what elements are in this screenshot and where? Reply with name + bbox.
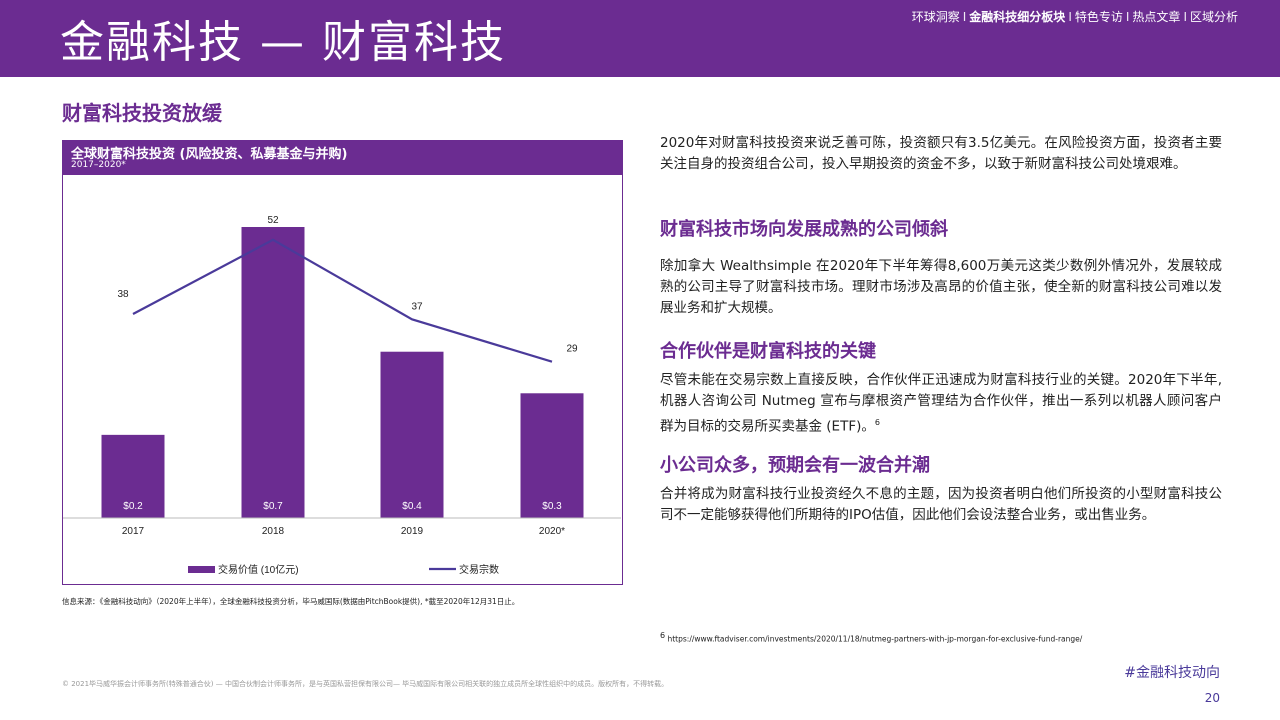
deal-count-line [132, 238, 553, 363]
bar-2019 [380, 351, 444, 518]
subheading-partnerships: 合作伙伴是财富科技的关键 [660, 341, 876, 362]
bar-value-label: $0.4 [402, 501, 422, 512]
mature-companies-text: 除加拿大 Wealthsimple 在2020年下半年筹得8,600万美元这类少… [660, 258, 1222, 316]
nav-separator: I [1183, 9, 1187, 24]
consolidation-text: 合并将成为财富科技行业投资经久不息的主题，因为投资者明白他们所投资的小型财富科技… [660, 486, 1222, 523]
nav-separator: I [962, 9, 967, 24]
footnote: 6 https://www.ftadviser.com/investments/… [660, 631, 1082, 644]
bar-2017 [101, 434, 165, 518]
paragraph-partnerships: 尽管未能在交易宗数上直接反映，合作伙伴正迅速成为财富科技行业的关键。2020年下… [660, 370, 1222, 438]
header-bar: 金融科技 — 财富科技 环球洞察 I 金融科技细分板块 I 特色专访 I 热点文… [0, 0, 1280, 77]
line-value-label: 37 [411, 301, 423, 312]
bar-2018 [241, 227, 305, 518]
nav-item-hot-articles[interactable]: 热点文章 [1132, 10, 1181, 24]
bar-value-label: $0.2 [123, 501, 143, 512]
x-tick-label: 2019 [401, 526, 424, 537]
top-nav: 环球洞察 I 金融科技细分板块 I 特色专访 I 热点文章 I 区域分析 [912, 8, 1238, 25]
line-value-label: 29 [566, 344, 578, 355]
copyright-text: © 2021毕马威华振会计师事务所(特殊普通合伙) — 中国合伙制会计师事务所，… [62, 680, 669, 688]
source-note: 信息来源：《金融科技动向》（2020年上半年），全球金融科技投资分析，毕马威国际… [62, 597, 520, 606]
legend-swatch-bars [188, 566, 215, 573]
chart-title: 全球财富科技投资 (风险投资、私募基金与并购) [71, 147, 348, 162]
nav-item-interviews[interactable]: 特色专访 [1074, 10, 1123, 24]
page-title: 金融科技 — 财富科技 [60, 17, 506, 68]
x-tick-label: 2017 [122, 526, 145, 537]
footnote-ref[interactable]: 6 [874, 418, 880, 427]
legend-label-bars: 交易价值 (10亿元) [218, 563, 299, 576]
chart-panel: 全球财富科技投资 (风险投资、私募基金与并购) 2017–2020* $0.2 $… [62, 140, 623, 585]
chart-subtitle: 2017–2020* [71, 160, 126, 170]
subheading-mature-companies: 财富科技市场向发展成熟的公司倾斜 [660, 219, 948, 240]
nav-separator: I [1125, 9, 1130, 24]
chart-svg: $0.2 $0.7 $0.4 $0.3 2017 2018 2019 2020* 38 52 37 2… [63, 215, 621, 576]
bar-2020* [520, 393, 584, 518]
page-number: 20 [1204, 691, 1220, 705]
line-value-label: 38 [117, 289, 129, 300]
x-tick-label: 2020* [539, 526, 565, 537]
paragraph-consolidation: 合并将成为财富科技行业投资经久不息的主题，因为投资者明白他们所投资的小型财富科技… [660, 484, 1222, 526]
nav-item-fintech-segments[interactable]: 金融科技细分板块 [969, 10, 1066, 24]
paragraph-mature-companies: 除加拿大 Wealthsimple 在2020年下半年筹得8,600万美元这类少… [660, 256, 1222, 319]
footnote-link[interactable]: https://www.ftadviser.com/investments/20… [667, 634, 1083, 644]
bar-value-label: $0.7 [263, 501, 283, 512]
intro-paragraph: 2020年对财富科技投资来说乏善可陈，投资额只有3.5亿美元。在风险投资方面，投… [660, 133, 1222, 175]
nav-item-regional-analysis[interactable]: 区域分析 [1189, 10, 1238, 24]
chart-header: 全球财富科技投资 (风险投资、私募基金与并购) 2017–2020* [63, 141, 622, 175]
footnote-number: 6 [660, 631, 666, 640]
nav-separator: I [1068, 9, 1072, 24]
legend-label-line: 交易宗数 [459, 563, 499, 576]
nav-item-global-insights[interactable]: 环球洞察 [911, 10, 960, 24]
intro-text: 2020年对财富科技投资来说乏善可陈，投资额只有3.5亿美元。在风险投资方面，投… [660, 135, 1222, 172]
bar-value-label: $0.3 [542, 501, 562, 512]
section-title: 财富科技投资放缓 [62, 101, 222, 125]
partnerships-text: 尽管未能在交易宗数上直接反映，合作伙伴正迅速成为财富科技行业的关键。2020年下… [660, 372, 1222, 435]
subheading-consolidation: 小公司众多，预期会有一波合并潮 [660, 455, 930, 476]
hashtag-label[interactable]: #金融科技动向 [1124, 665, 1220, 681]
line-value-label: 52 [267, 215, 279, 226]
x-tick-label: 2018 [262, 526, 285, 537]
